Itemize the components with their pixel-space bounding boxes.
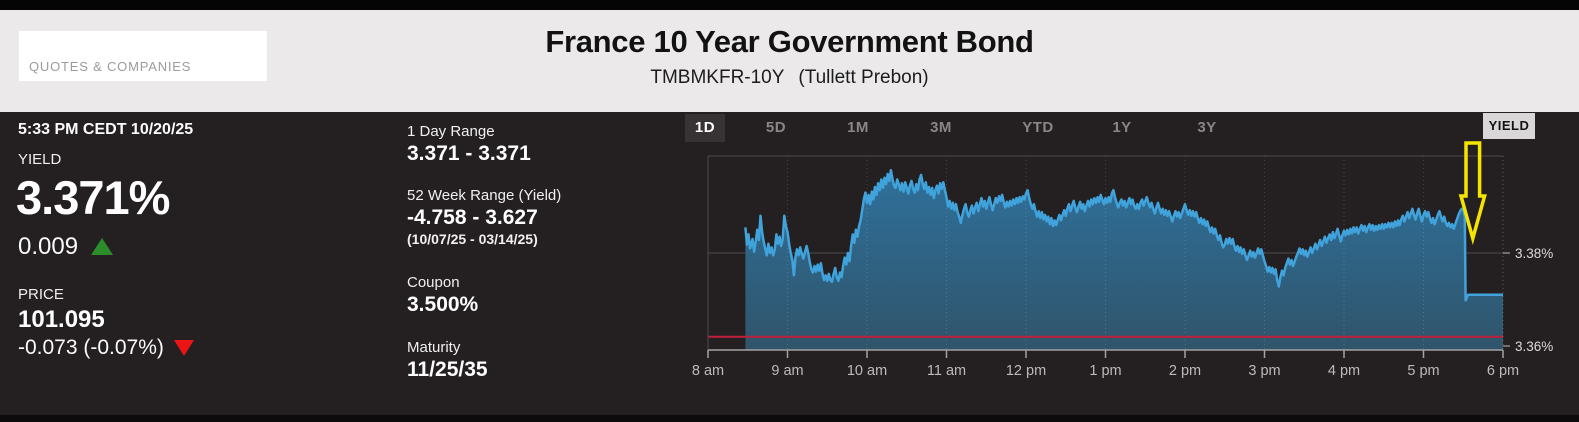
x-axis-label: 10 am [847, 363, 887, 379]
x-axis-label: 5 pm [1407, 363, 1439, 379]
x-axis-label: 12 pm [1006, 363, 1046, 379]
yield-change-value: 0.009 [18, 233, 79, 260]
tab-3y[interactable]: 3Y [1197, 119, 1217, 136]
chart-region: 1D 5D 1M 3M YTD 1Y 3Y YIELD 8 am 9 am 10 a… [685, 112, 1579, 422]
maturity-value: 11/25/35 [407, 358, 488, 381]
tab-1d[interactable]: 1D [685, 114, 725, 142]
annotation-down-arrow-icon [1458, 141, 1487, 246]
one-day-range-label: 1 Day Range [407, 123, 495, 140]
52-week-range-dates: (10/07/25 - 03/14/25) [407, 231, 538, 247]
price-change: -0.073 (-0.07%) [18, 336, 194, 360]
quote-source: (Tullett Prebon) [798, 67, 929, 88]
x-axis-label: 4 pm [1328, 363, 1360, 379]
x-axis-label: 9 am [771, 363, 803, 379]
chart-range-tabs: 1D 5D 1M 3M YTD 1Y 3Y YIELD [685, 112, 1579, 144]
x-axis-label: 11 am [927, 363, 966, 379]
title-block: France 10 Year Government Bond TMBMKFR-1… [0, 10, 1579, 89]
price-value: 101.095 [18, 306, 105, 333]
yield-line-series [744, 168, 1503, 302]
yield-label: YIELD [18, 151, 62, 168]
price-change-value: -0.073 (-0.07%) [18, 336, 164, 359]
52-week-range-label: 52 Week Range (Yield) [407, 187, 562, 204]
page-header: QUOTES & COMPANIES France 10 Year Govern… [0, 10, 1579, 112]
x-axis-label: 2 pm [1169, 363, 1201, 379]
coupon-label: Coupon [407, 274, 460, 291]
up-triangle-icon [91, 238, 114, 255]
quote-timestamp: 5:33 PM CEDT 10/20/25 [18, 121, 194, 138]
price-label: PRICE [18, 286, 64, 303]
coupon-value: 3.500% [407, 293, 479, 316]
quotes-companies-search-box[interactable]: QUOTES & COMPANIES [19, 31, 267, 81]
down-triangle-icon [173, 340, 194, 356]
one-day-range-value: 3.371 - 3.371 [407, 142, 531, 165]
tab-3m[interactable]: 3M [930, 119, 952, 136]
yield-value: 3.371% [16, 171, 170, 224]
tab-ytd[interactable]: YTD [1022, 119, 1054, 136]
tab-5d[interactable]: 5D [765, 119, 787, 136]
yield-area-fill [745, 170, 1503, 350]
tab-1m[interactable]: 1M [847, 119, 869, 136]
bottom-black-bar [0, 415, 1579, 422]
tab-1y[interactable]: 1Y [1112, 119, 1132, 136]
y-axis-label: 3.38% [1515, 246, 1553, 261]
page-title: France 10 Year Government Bond [545, 24, 1034, 59]
x-axis-label: 8 am [692, 363, 724, 379]
x-axis-label: 1 pm [1089, 363, 1121, 379]
maturity-label: Maturity [407, 339, 461, 356]
yield-chart-svg[interactable]: 8 am 9 am 10 am 11 am 12 pm 1 pm 2 pm 3 pm 4 pm 5… [685, 112, 1579, 422]
x-axis-label: 3 pm [1248, 363, 1280, 379]
top-black-bar [0, 0, 1579, 10]
yield-toggle-button[interactable]: YIELD [1483, 113, 1535, 139]
y-axis-label: 3.36% [1515, 339, 1553, 354]
x-axis-label: 6 pm [1487, 363, 1519, 379]
yield-change: 0.009 [18, 233, 114, 261]
instrument-subtitle: TMBMKFR-10Y (Tullett Prebon) [0, 67, 1579, 89]
52-week-range-value: -4.758 - 3.627 [407, 206, 538, 229]
quotes-companies-label: QUOTES & COMPANIES [29, 59, 192, 74]
instrument-symbol: TMBMKFR-10Y [650, 67, 785, 88]
